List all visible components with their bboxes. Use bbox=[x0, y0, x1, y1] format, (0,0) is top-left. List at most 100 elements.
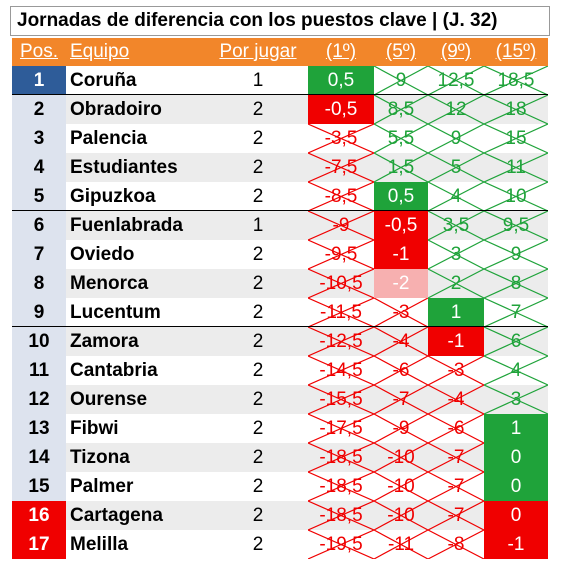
gap-cell: 2 bbox=[428, 269, 484, 298]
gap-value: -8 bbox=[447, 533, 465, 555]
gap-cell: -10 bbox=[374, 472, 428, 501]
strike-line bbox=[374, 443, 428, 472]
strike-cross bbox=[484, 385, 548, 414]
column-header: Equipo bbox=[66, 38, 208, 66]
strike-line bbox=[484, 298, 548, 327]
gap-cell: 3 bbox=[484, 385, 548, 414]
gap-cell: 10 bbox=[484, 182, 548, 211]
gap-cell: 0,5 bbox=[374, 182, 428, 211]
position: 16 bbox=[12, 501, 66, 530]
strike-line bbox=[308, 211, 374, 240]
team-name: Coruña bbox=[70, 69, 137, 91]
position: 15 bbox=[12, 472, 66, 501]
gap-cell: 1 bbox=[428, 298, 484, 327]
strike-cross bbox=[374, 501, 428, 530]
strike-line bbox=[374, 385, 428, 414]
gap-cell: 1 bbox=[484, 414, 548, 443]
strike-cross bbox=[484, 95, 548, 124]
strike-cross bbox=[428, 530, 484, 559]
strike-line bbox=[308, 443, 374, 472]
gap-value: -10 bbox=[387, 446, 415, 468]
gap-value: 3 bbox=[510, 388, 522, 410]
gap-value: 18,5 bbox=[497, 69, 535, 91]
strike-line bbox=[428, 240, 484, 269]
strike-line bbox=[374, 356, 428, 385]
gap-cell: 4 bbox=[428, 182, 484, 211]
gap-value: -11 bbox=[387, 533, 415, 555]
gap-cell: 8 bbox=[484, 269, 548, 298]
team-name: Palencia bbox=[70, 127, 148, 149]
team-name: Palmer bbox=[70, 475, 134, 497]
strike-cross bbox=[428, 124, 484, 153]
strike-line bbox=[484, 385, 548, 414]
games-left: 2 bbox=[252, 127, 264, 149]
gap-value: -3 bbox=[447, 359, 465, 381]
games-left: 2 bbox=[252, 359, 264, 381]
gap-cell: 3 bbox=[428, 240, 484, 269]
gap-cell: -7 bbox=[428, 501, 484, 530]
strike-line bbox=[374, 472, 428, 501]
gap-cell: 9 bbox=[484, 240, 548, 269]
games-left: 2 bbox=[252, 417, 264, 439]
games-left: 2 bbox=[252, 475, 264, 497]
strike-line bbox=[374, 298, 428, 327]
strike-cross bbox=[308, 124, 374, 153]
position: 12 bbox=[12, 385, 66, 414]
gap-cell: 7 bbox=[484, 298, 548, 327]
strike-line bbox=[374, 327, 428, 356]
strike-cross bbox=[308, 298, 374, 327]
team-name: Cantabria bbox=[70, 359, 158, 381]
games-left: 2 bbox=[252, 98, 264, 120]
strike-line bbox=[484, 269, 548, 298]
row-band bbox=[66, 211, 548, 240]
gap-value: 1,5 bbox=[387, 156, 415, 178]
games-left: 2 bbox=[252, 301, 264, 323]
strike-line bbox=[428, 269, 484, 298]
gap-cell: 9,5 bbox=[484, 211, 548, 240]
gap-cell: -3 bbox=[374, 298, 428, 327]
gap-cell: -9,5 bbox=[308, 240, 374, 269]
position: 3 bbox=[12, 124, 66, 153]
gap-value: -7 bbox=[447, 475, 465, 497]
position: 7 bbox=[12, 240, 66, 269]
row-band bbox=[66, 443, 548, 472]
strike-line bbox=[308, 124, 374, 153]
team-name: Zamora bbox=[70, 330, 139, 352]
gap-value: 11 bbox=[506, 156, 526, 178]
games-left: 2 bbox=[252, 533, 264, 555]
strike-cross bbox=[374, 443, 428, 472]
strike-line bbox=[374, 124, 428, 153]
strike-cross bbox=[374, 298, 428, 327]
strike-line bbox=[428, 414, 484, 443]
gap-cell: -9 bbox=[374, 414, 428, 443]
gap-value: -4 bbox=[447, 388, 465, 410]
gap-value: -9,5 bbox=[324, 243, 358, 265]
gap-cell: -8 bbox=[428, 530, 484, 559]
team-name: Menorca bbox=[70, 272, 149, 294]
gap-cell: -1 bbox=[428, 327, 484, 356]
strike-cross bbox=[428, 95, 484, 124]
strike-cross bbox=[308, 211, 374, 240]
strike-line bbox=[308, 153, 374, 182]
strike-line bbox=[308, 501, 374, 530]
gap-cell: -0,5 bbox=[374, 211, 428, 240]
strike-line bbox=[308, 385, 374, 414]
strike-line bbox=[428, 356, 484, 385]
gap-cell: -11,5 bbox=[308, 298, 374, 327]
position: 2 bbox=[12, 95, 66, 124]
team-name: Estudiantes bbox=[70, 156, 178, 178]
strike-cross bbox=[428, 240, 484, 269]
games-left: 1 bbox=[252, 214, 264, 236]
gap-value: -7 bbox=[447, 504, 465, 526]
gap-cell: -12,5 bbox=[308, 327, 374, 356]
position: 14 bbox=[12, 443, 66, 472]
gap-cell: 3,5 bbox=[428, 211, 484, 240]
strike-line bbox=[484, 124, 548, 153]
games-left: 2 bbox=[252, 243, 264, 265]
position: 5 bbox=[12, 182, 66, 211]
games-left: 2 bbox=[252, 504, 264, 526]
gap-value: -7 bbox=[447, 446, 465, 468]
strike-line bbox=[484, 211, 548, 240]
team-name: Ourense bbox=[70, 388, 148, 410]
gap-value: -17,5 bbox=[319, 417, 363, 439]
